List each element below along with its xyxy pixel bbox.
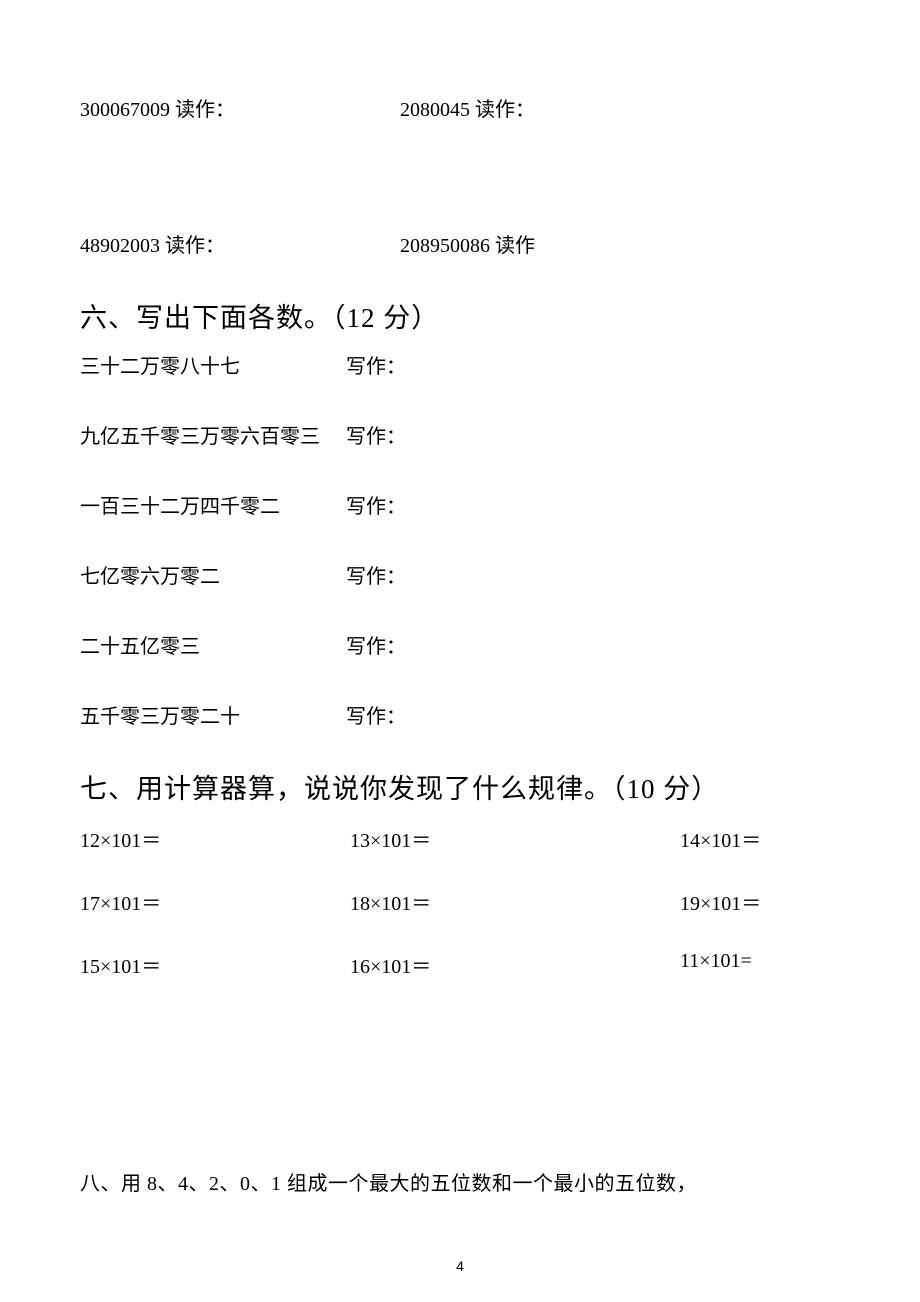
read-item-1: 300067009 读作： <box>80 96 400 124</box>
write-label: 写作： <box>346 703 840 731</box>
read-item-4: 208950086 读作 <box>400 232 840 260</box>
section-8-text: 八、用 8、4、2、0、1 组成一个最大的五位数和一个最小的五位数， <box>80 1169 840 1199</box>
write-name: 三十二万零八十七 <box>80 353 346 381</box>
write-label: 写作： <box>346 493 840 521</box>
calc-cell: 19×101＝ <box>680 887 840 916</box>
read-item-2: 2080045 读作： <box>400 96 840 124</box>
page-number: 4 <box>0 1258 920 1274</box>
calc-cell: 11×101= <box>680 950 840 979</box>
calc-cell: 13×101＝ <box>350 824 680 853</box>
write-name: 七亿零六万零二 <box>80 563 346 591</box>
write-name: 五千零三万零二十 <box>80 703 346 731</box>
read-row-1: 300067009 读作： 2080045 读作： <box>80 96 840 124</box>
write-line-5: 二十五亿零三 写作： <box>80 633 840 661</box>
write-line-1: 三十二万零八十七 写作： <box>80 353 840 381</box>
write-label: 写作： <box>346 353 840 381</box>
calc-cell: 14×101＝ <box>680 824 840 853</box>
write-line-6: 五千零三万零二十 写作： <box>80 703 840 731</box>
section-7-title: 七、用计算器算，说说你发现了什么规律。（10 分） <box>80 767 840 806</box>
calc-cell: 16×101＝ <box>350 950 680 979</box>
calc-cell: 17×101＝ <box>80 887 350 916</box>
write-name: 九亿五千零三万零六百零三 <box>80 423 346 451</box>
write-line-3: 一百三十二万四千零二 写作： <box>80 493 840 521</box>
write-label: 写作： <box>346 633 840 661</box>
write-line-2: 九亿五千零三万零六百零三 写作： <box>80 423 840 451</box>
page: 300067009 读作： 2080045 读作： 48902003 读作： 2… <box>0 0 920 1302</box>
write-label: 写作： <box>346 563 840 591</box>
calc-cell: 12×101＝ <box>80 824 350 853</box>
section-6-title: 六、写出下面各数。（12 分） <box>80 296 840 335</box>
calc-cell: 18×101＝ <box>350 887 680 916</box>
read-row-2: 48902003 读作： 208950086 读作 <box>80 232 840 260</box>
calc-cell: 15×101＝ <box>80 950 350 979</box>
calc-grid: 12×101＝ 13×101＝ 14×101＝ 17×101＝ 18×101＝ … <box>80 824 840 979</box>
write-label: 写作： <box>346 423 840 451</box>
read-item-3: 48902003 读作： <box>80 232 400 260</box>
write-line-4: 七亿零六万零二 写作： <box>80 563 840 591</box>
write-name: 一百三十二万四千零二 <box>80 493 346 521</box>
write-name: 二十五亿零三 <box>80 633 346 661</box>
